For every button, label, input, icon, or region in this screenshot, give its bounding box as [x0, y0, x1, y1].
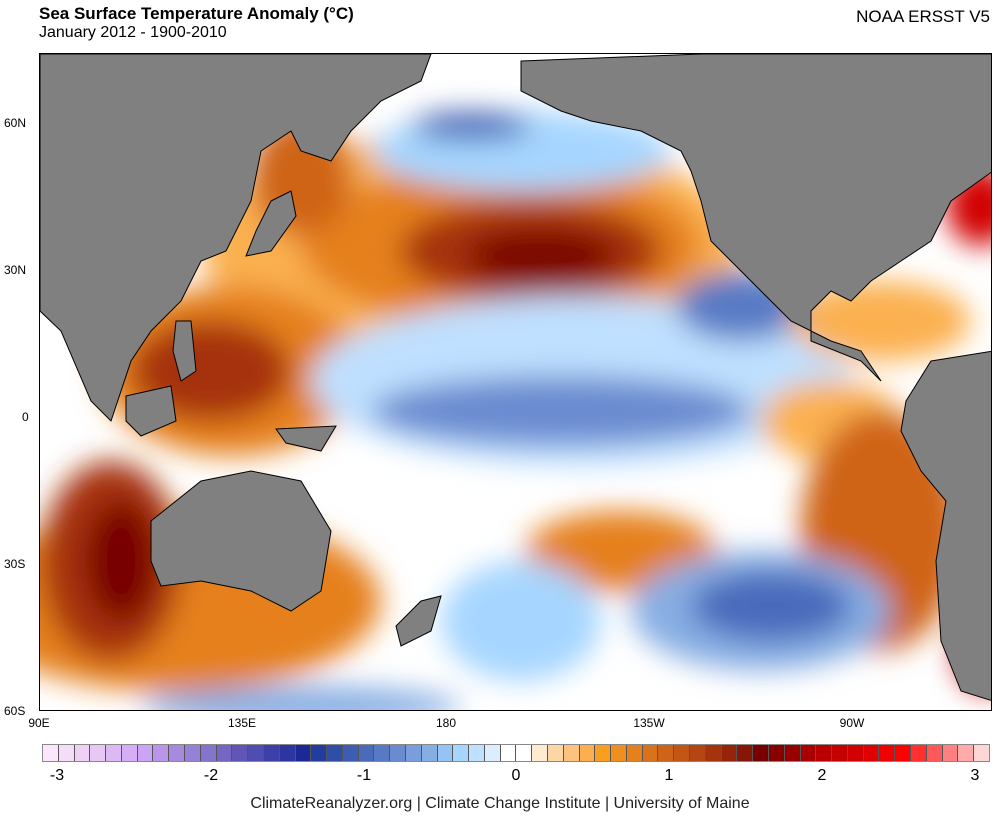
colorbar-swatch [453, 745, 470, 761]
philippines-land [172, 320, 197, 382]
lon-label-135e: 135E [227, 716, 257, 730]
colorbar-label: 0 [511, 767, 521, 784]
colorbar-swatch [342, 745, 359, 761]
colorbar-swatch [579, 745, 596, 761]
colorbar-swatch [658, 745, 675, 761]
new-zealand-land [395, 595, 442, 647]
colorbar-swatch [295, 745, 312, 761]
dataset-label: NOAA ERSST V5 [856, 7, 990, 26]
colorbar-swatch [263, 745, 280, 761]
colorbar-swatch [484, 745, 501, 761]
colorbar-swatch [863, 745, 880, 761]
colorbar-swatch [800, 745, 817, 761]
borneo-land [125, 385, 177, 437]
colorbar-label: -1 [356, 767, 372, 784]
colorbar-swatch [563, 745, 580, 761]
land-masses [40, 54, 991, 701]
colorbar-swatch [721, 745, 738, 761]
lon-label-135w: 135W [633, 716, 665, 730]
colorbar-swatch [153, 745, 170, 761]
colorbar-swatch [895, 745, 911, 761]
colorbar-swatch [43, 745, 59, 761]
colorbar-swatch [926, 745, 943, 761]
map-title: Sea Surface Temperature Anomaly (°C) [39, 4, 354, 23]
australia-land [150, 470, 332, 612]
colorbar-swatch [942, 745, 959, 761]
lat-label-60s: 60S [4, 704, 26, 718]
colorbar-swatch [611, 745, 627, 761]
colorbar-label: 1 [664, 767, 674, 784]
map-canvas [40, 54, 991, 710]
colorbar-swatch [216, 745, 233, 761]
lon-label-180: 180 [435, 716, 457, 730]
colorbar-swatch [642, 745, 659, 761]
colorbar-swatch [690, 745, 706, 761]
colorbar-swatch [832, 745, 848, 761]
colorbar-swatch [232, 745, 249, 761]
colorbar-swatch [469, 745, 485, 761]
credit-footer: ClimateReanalyzer.org | Climate Change I… [250, 795, 750, 812]
colorbar-swatch [74, 745, 91, 761]
colorbar-swatch [405, 745, 422, 761]
lon-label-90w: 90W [839, 716, 865, 730]
lat-label-30s: 30S [4, 557, 26, 571]
colorbar-swatch [248, 745, 264, 761]
colorbar-swatch [137, 745, 154, 761]
colorbar-swatch [768, 745, 785, 761]
lat-label-30n: 30N [4, 263, 27, 277]
colorbar-label: 2 [817, 767, 827, 784]
colorbar-label: -3 [49, 767, 65, 784]
colorbar-swatch [879, 745, 896, 761]
colorbar-swatch [674, 745, 691, 761]
colorbar-swatch [705, 745, 722, 761]
south-america-land [900, 350, 991, 701]
colorbar-swatch [327, 745, 343, 761]
map-subtitle: January 2012 - 1900-2010 [39, 24, 227, 41]
colorbar-swatch [532, 745, 548, 761]
colorbar-swatch [737, 745, 754, 761]
colorbar-swatch [421, 745, 438, 761]
colorbar-swatch [784, 745, 801, 761]
asia-land [40, 54, 432, 422]
lon-label-90e: 90E [28, 716, 50, 730]
colorbar-swatch [595, 745, 612, 761]
colorbar-swatch [516, 745, 533, 761]
lat-label-eq: 0 [22, 410, 29, 424]
japan-land [245, 190, 297, 257]
colorbar-swatch [169, 745, 186, 761]
colorbar-swatch [500, 745, 517, 761]
colorbar-swatch [626, 745, 643, 761]
colorbar-swatch [279, 745, 296, 761]
colorbar-swatch [548, 745, 564, 761]
colorbar-swatch [816, 745, 833, 761]
colorbar-swatch [437, 745, 454, 761]
lat-label-60n: 60N [4, 116, 27, 130]
colorbar-swatch [390, 745, 406, 761]
colorbar-label: 3 [970, 767, 980, 784]
north-america-land [520, 54, 991, 382]
colorbar-swatch [90, 745, 107, 761]
colorbar-swatch [121, 745, 138, 761]
colorbar-swatch [374, 745, 391, 761]
colorbar-swatch [311, 745, 328, 761]
colorbar-swatch [753, 745, 769, 761]
colorbar-swatch [185, 745, 201, 761]
colorbar-label: -2 [203, 767, 219, 784]
colorbar-swatch [958, 745, 975, 761]
colorbar-swatch [200, 745, 217, 761]
colorbar [42, 744, 990, 762]
colorbar-swatch [106, 745, 122, 761]
colorbar-swatch [974, 745, 989, 761]
colorbar-swatch [58, 745, 75, 761]
colorbar-swatch [358, 745, 375, 761]
sst-anomaly-map [39, 53, 992, 711]
new-guinea-land [275, 425, 337, 452]
colorbar-swatch [847, 745, 864, 761]
colorbar-swatch [910, 745, 927, 761]
